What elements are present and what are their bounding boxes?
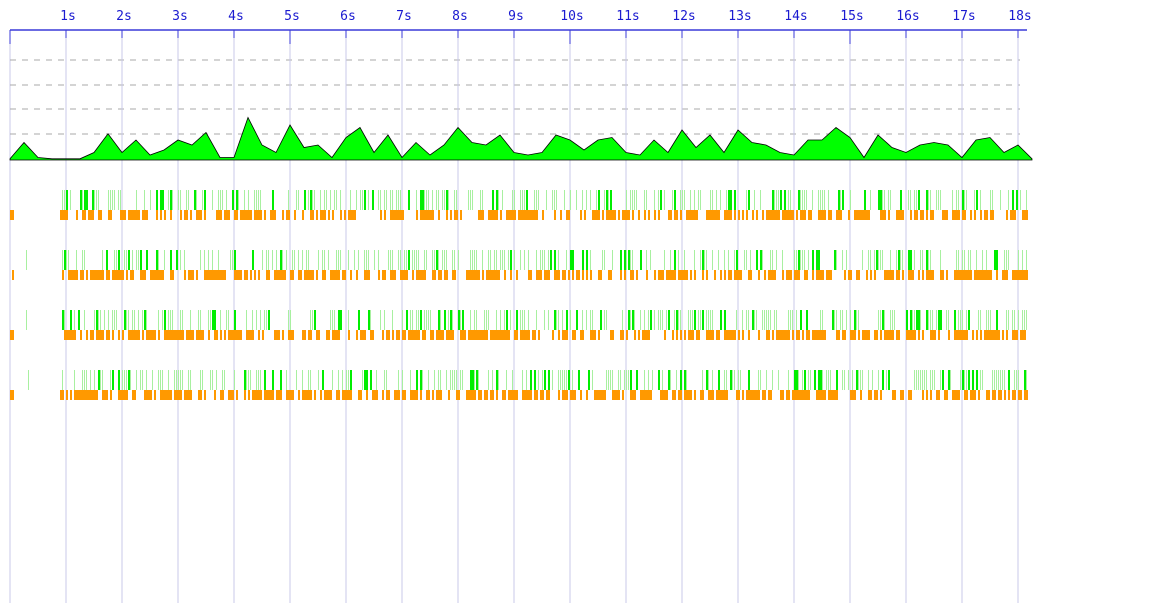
thread-active <box>64 250 998 270</box>
thread-blocked <box>10 330 1026 340</box>
activity-area <box>9 116 1033 161</box>
tick-label: 5s <box>284 9 300 24</box>
tick-label: 3s <box>172 9 188 24</box>
tick-label: 10s <box>560 9 583 24</box>
tick-label: 7s <box>396 9 412 24</box>
thread-blocked <box>12 270 1028 280</box>
tick-label: 2s <box>116 9 132 24</box>
thread-active <box>66 190 1018 210</box>
thread-light <box>26 310 1027 330</box>
thread-light <box>62 190 1027 210</box>
tick-label: 17s <box>952 9 975 24</box>
tick-label: 15s <box>840 9 863 24</box>
thread-blocked <box>10 210 1028 220</box>
tick-label: 1s <box>60 9 76 24</box>
tick-label: 13s <box>728 9 751 24</box>
tick-label: 9s <box>508 9 524 24</box>
thread-light <box>26 250 1027 270</box>
tick-label: 11s <box>616 9 639 24</box>
tick-label: 16s <box>896 9 919 24</box>
tick-label: 14s <box>784 9 807 24</box>
tick-label: 4s <box>228 9 244 24</box>
tick-label: 8s <box>452 9 468 24</box>
tick-label: 12s <box>672 9 695 24</box>
tick-label: 6s <box>340 9 356 24</box>
thread-active <box>98 370 1026 390</box>
thread-blocked <box>10 390 1028 400</box>
tick-label: 18s <box>1008 9 1031 24</box>
thread-active <box>62 310 998 330</box>
